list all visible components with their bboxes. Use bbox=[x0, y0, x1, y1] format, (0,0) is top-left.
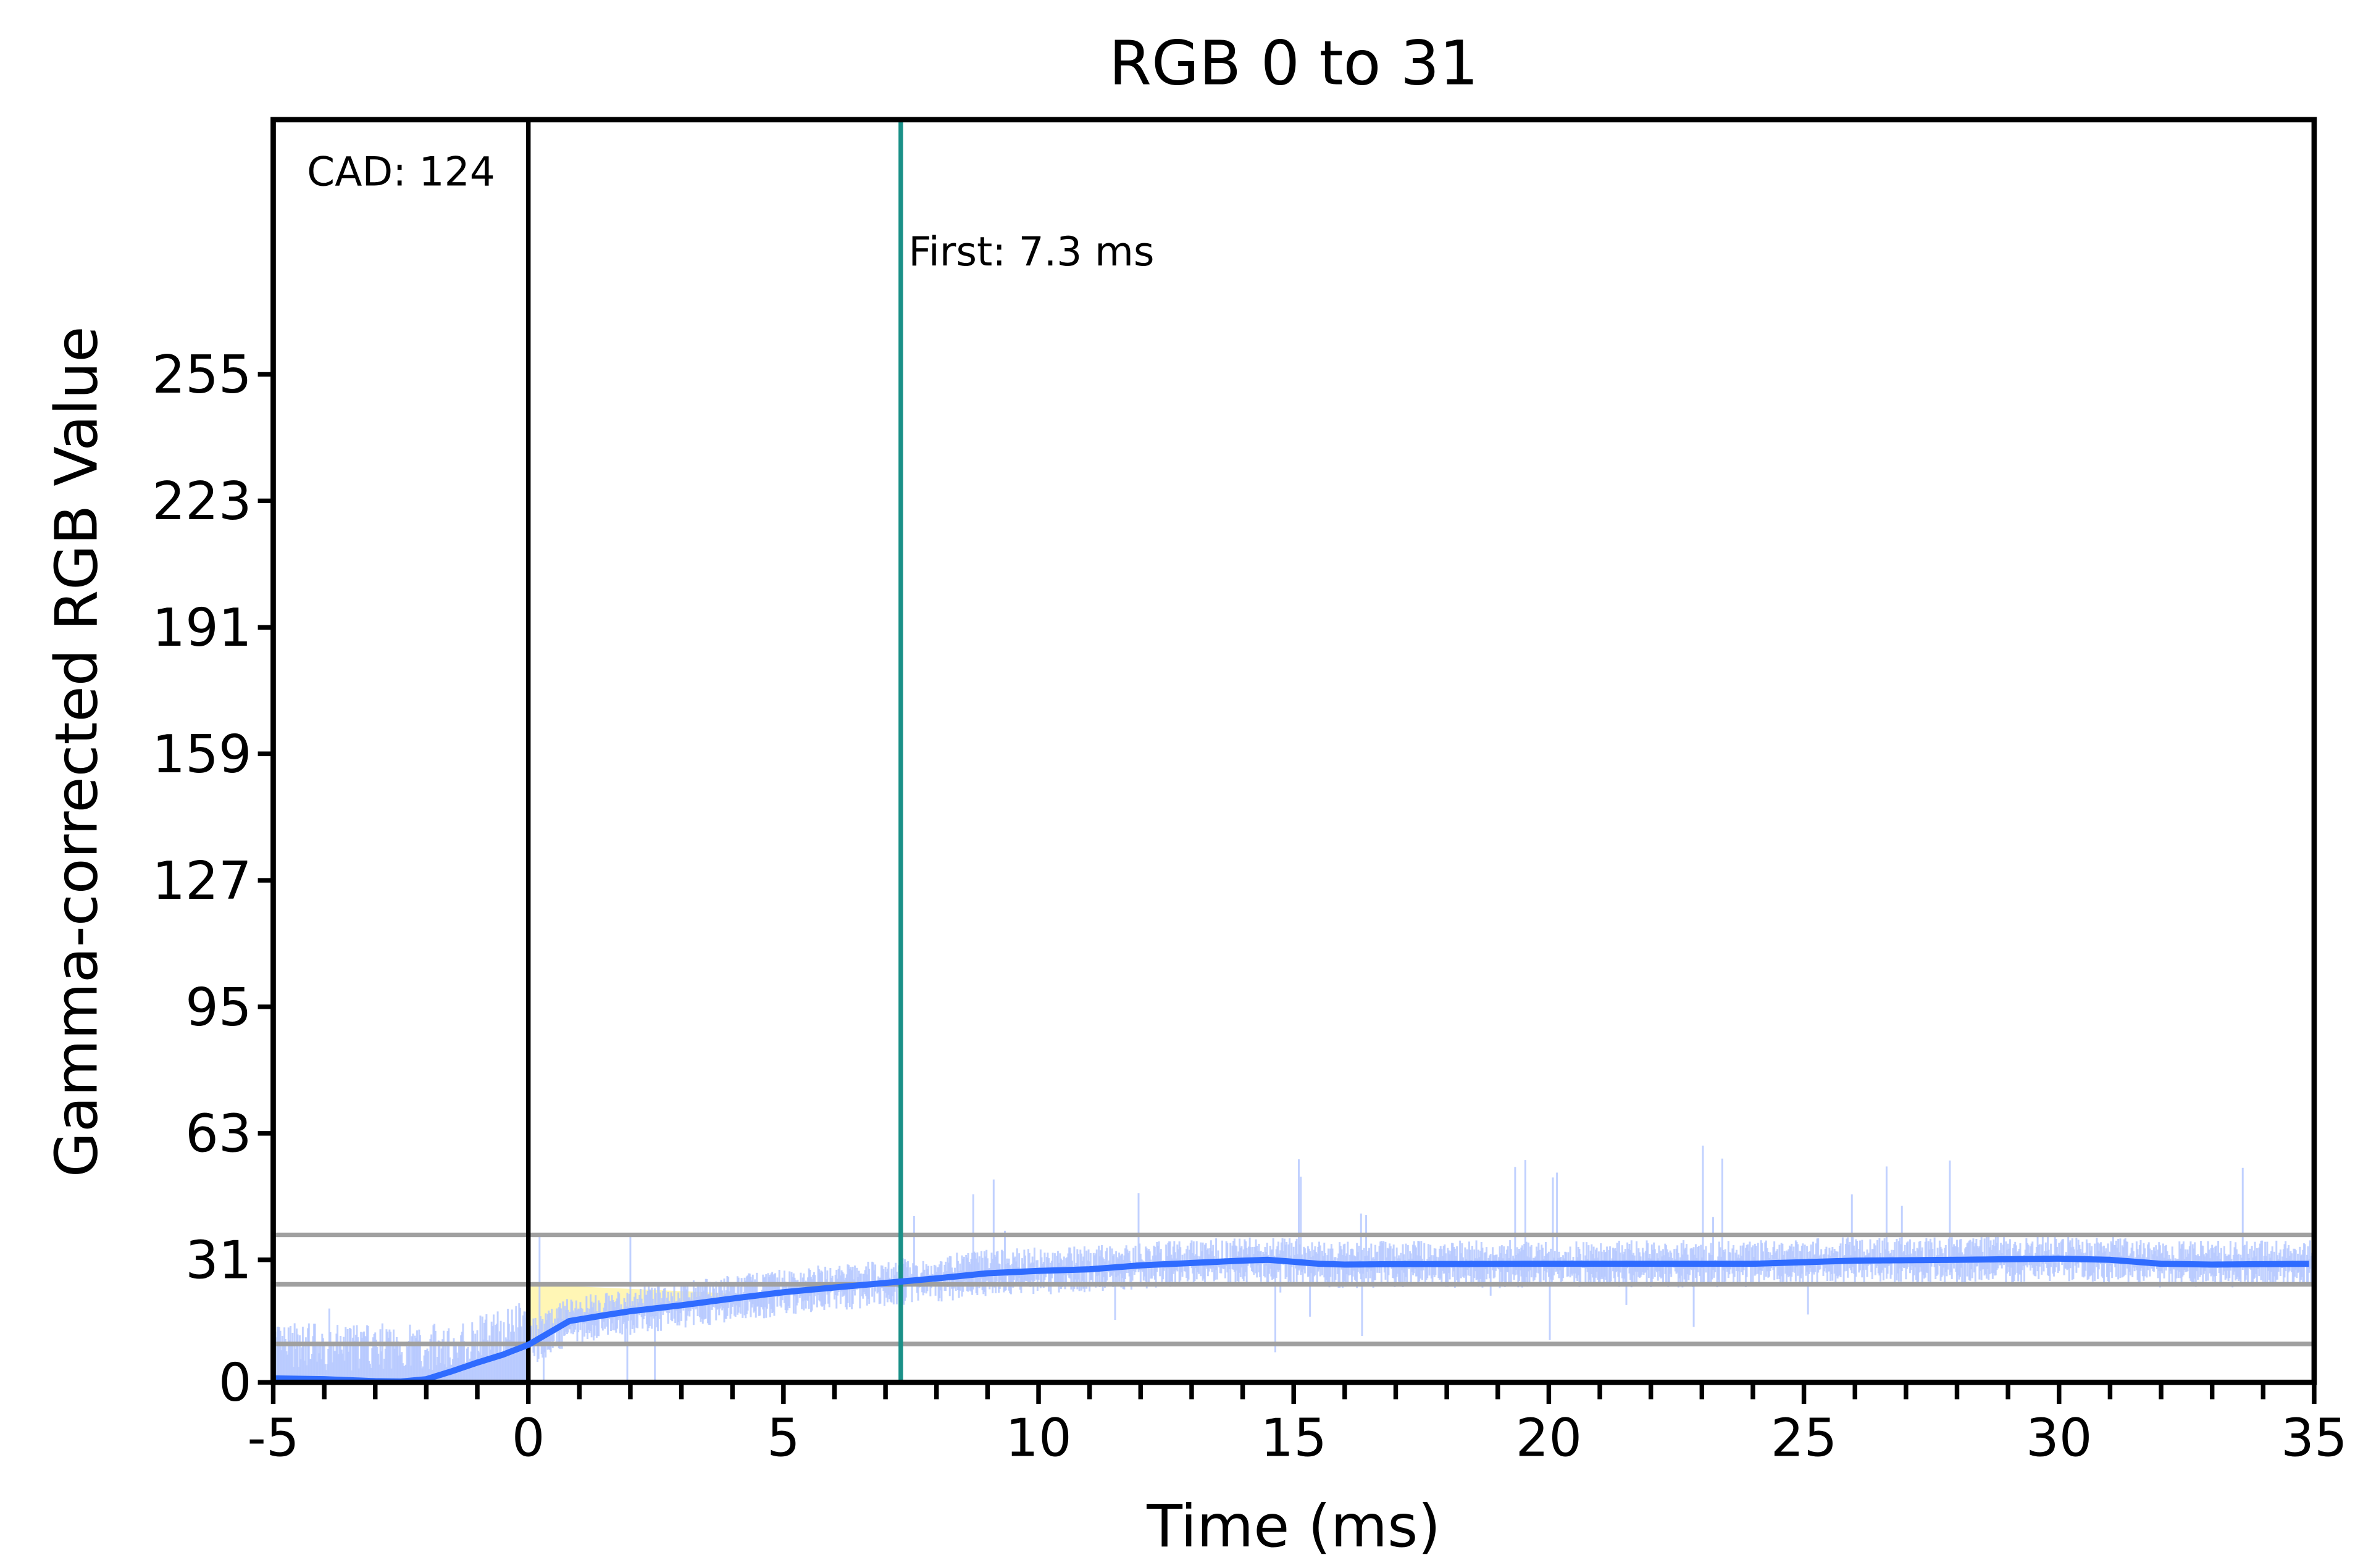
y-tick-label: 0 bbox=[219, 1353, 252, 1413]
x-tick-label: 5 bbox=[767, 1408, 800, 1469]
y-tick-label: 159 bbox=[152, 724, 251, 785]
first-response-label: First: 7.3 ms bbox=[908, 229, 1154, 275]
x-axis-label: Time (ms) bbox=[1146, 1493, 1441, 1561]
x-tick-label: 30 bbox=[2026, 1408, 2093, 1469]
y-tick-label: 255 bbox=[152, 344, 251, 405]
y-tick-label: 127 bbox=[152, 851, 251, 911]
y-tick-label: 223 bbox=[152, 471, 251, 532]
y-tick-label: 63 bbox=[185, 1104, 252, 1164]
x-tick-label: -5 bbox=[247, 1408, 299, 1469]
x-tick-label: 0 bbox=[512, 1408, 545, 1469]
y-axis-label: Gamma-corrected RGB Value bbox=[43, 326, 111, 1177]
x-tick-label: 20 bbox=[1516, 1408, 1583, 1469]
y-tick-label: 95 bbox=[185, 977, 252, 1038]
x-tick-label: 15 bbox=[1260, 1408, 1327, 1469]
cad-label: CAD: 124 bbox=[307, 149, 495, 196]
x-tick-label: 35 bbox=[2281, 1408, 2348, 1469]
plot-frame bbox=[270, 117, 2317, 1385]
x-tick-label: 10 bbox=[1005, 1408, 1072, 1469]
x-tick-label: 25 bbox=[1771, 1408, 1838, 1469]
chart-title: RGB 0 to 31 bbox=[1109, 28, 1479, 99]
y-tick-label: 31 bbox=[185, 1230, 252, 1291]
smoothed-series-line bbox=[273, 1255, 2309, 1385]
y-tick-label: 191 bbox=[152, 598, 251, 658]
